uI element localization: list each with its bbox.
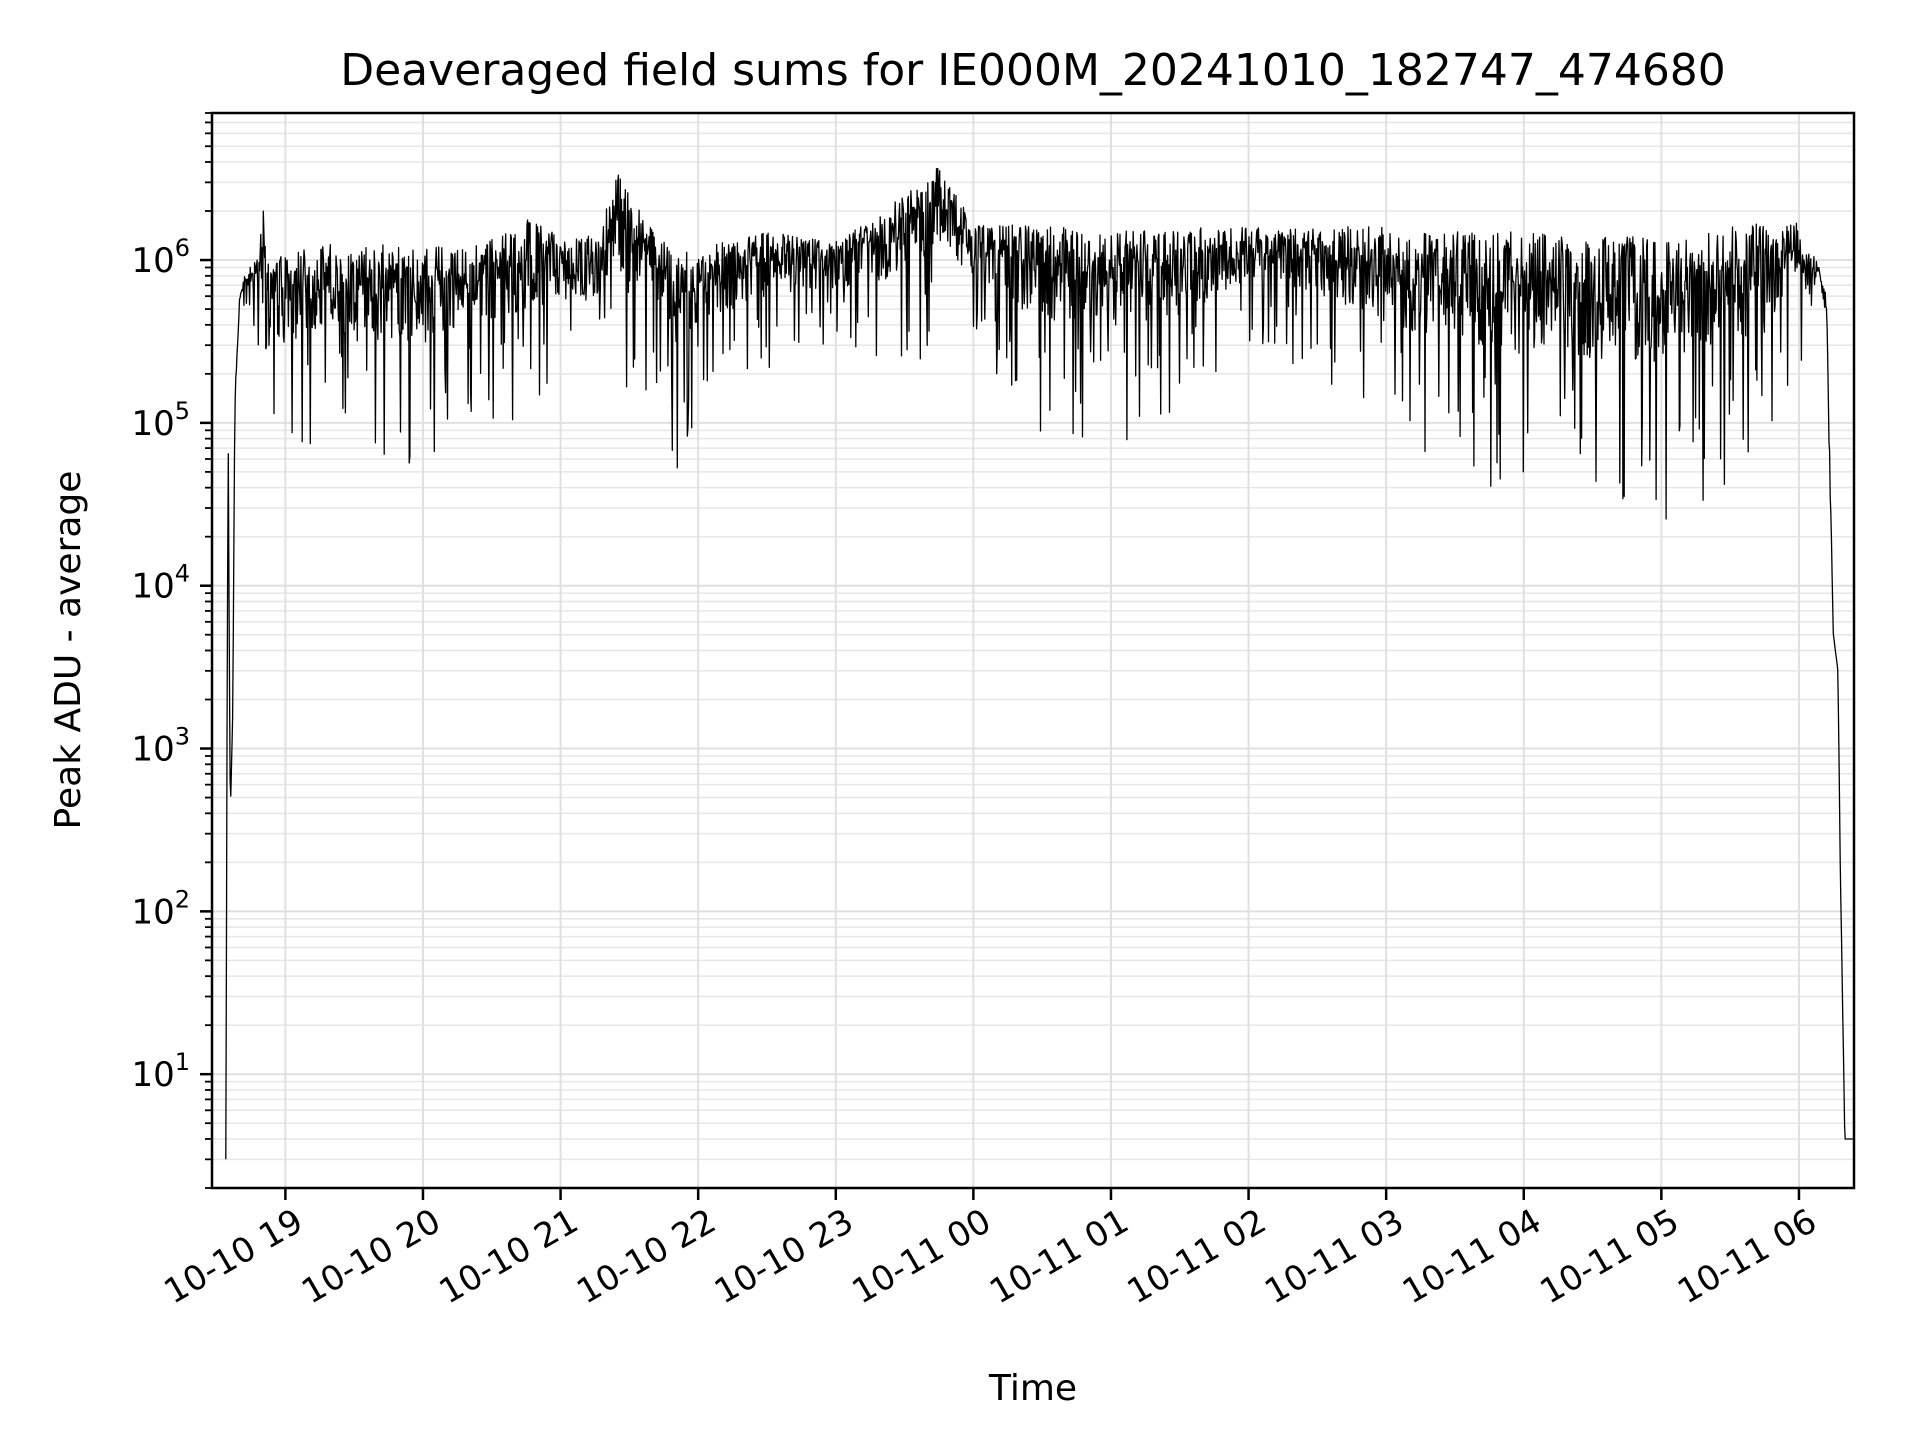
- y-tick-label: 103: [131, 723, 190, 770]
- y-tick-exponent: 2: [175, 885, 190, 913]
- y-tick-base: 10: [131, 730, 174, 770]
- y-tick-base: 10: [131, 1055, 174, 1095]
- x-axis-label: Time: [988, 1368, 1077, 1409]
- y-tick-exponent: 4: [175, 560, 190, 588]
- y-tick-exponent: 6: [175, 234, 190, 262]
- y-tick-label: 102: [131, 885, 190, 932]
- y-axis-label: Peak ADU - average: [48, 471, 89, 830]
- y-tick-base: 10: [131, 404, 174, 444]
- y-tick-label: 101: [131, 1048, 190, 1095]
- y-tick-base: 10: [131, 241, 174, 281]
- y-tick-exponent: 3: [175, 723, 190, 751]
- y-tick-base: 10: [131, 892, 174, 932]
- series-line: [225, 167, 1855, 1160]
- y-tick-base: 10: [131, 567, 174, 607]
- chart-title: Deaveraged field sums for IE000M_2024101…: [340, 45, 1726, 96]
- y-tick-label: 105: [131, 397, 190, 444]
- y-tick-exponent: 5: [175, 397, 190, 425]
- y-tick-label: 104: [131, 560, 190, 607]
- y-tick-label: 106: [131, 234, 190, 281]
- y-tick-exponent: 1: [175, 1048, 190, 1076]
